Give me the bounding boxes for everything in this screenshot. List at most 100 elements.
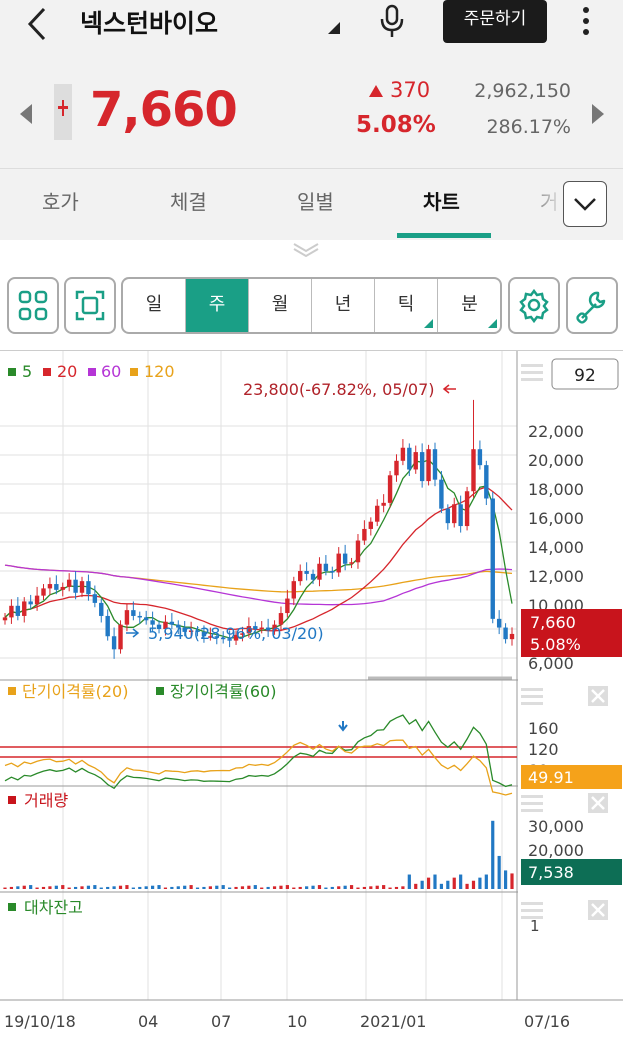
next-stock-arrow-icon[interactable] [592, 104, 604, 124]
period-tick[interactable]: 틱 [375, 279, 438, 332]
menu-lines-icon[interactable] [521, 688, 543, 705]
volume-bar [497, 855, 501, 889]
tab-fade [530, 180, 564, 230]
chart-area[interactable]: 5 20 60 120 92 22,000 20,000 18,000 16,0… [0, 350, 623, 1039]
candle-body [477, 449, 483, 466]
stock-name[interactable]: 넥스턴바이오 [80, 9, 219, 38]
ma120-legend-swatch [130, 368, 138, 376]
panel-grip[interactable] [0, 240, 623, 262]
volume-bar [183, 885, 187, 889]
ma5-legend: 5 [22, 362, 32, 381]
triangle-down-icon[interactable] [328, 22, 340, 34]
candle-body [118, 624, 123, 650]
volume-bar [356, 887, 360, 889]
close-icon[interactable] [588, 900, 608, 920]
candle-body [131, 610, 136, 616]
order-button[interactable]: 주문하기 [443, 0, 547, 43]
settings-button[interactable] [508, 277, 560, 334]
period-year[interactable]: 년 [312, 279, 375, 332]
tab-hoga[interactable]: 호가 [42, 190, 79, 214]
last-price-badge [521, 609, 622, 657]
candle-body [156, 624, 162, 629]
candle-body [400, 447, 406, 461]
tab-daily[interactable]: 일별 [297, 190, 334, 214]
close-icon[interactable] [588, 793, 608, 813]
candle-body [233, 634, 239, 641]
chevron-down-icon [574, 198, 596, 211]
x-axis-label: 19/10/18 [4, 1012, 76, 1031]
candle-body [259, 627, 264, 630]
candle-body [182, 627, 187, 632]
count-box[interactable] [551, 358, 619, 390]
close-icon[interactable] [588, 686, 608, 706]
volume-bar [99, 887, 103, 889]
candle-body [509, 633, 515, 640]
x-axis-label: 07/16 [524, 1012, 570, 1031]
candlestick-chart[interactable]: 5 20 60 120 92 22,000 20,000 18,000 16,0… [0, 351, 623, 1039]
candle-body [452, 504, 457, 524]
candle-body [79, 581, 85, 593]
volume-bar [189, 885, 193, 889]
volume-bar [337, 886, 341, 889]
tools-button[interactable] [566, 277, 618, 334]
candle-body [355, 540, 361, 563]
period-week[interactable]: 주 [186, 279, 249, 332]
candle-body [176, 624, 181, 628]
ma20-polyline [4, 486, 513, 632]
candle-body [458, 504, 463, 527]
vertical-dots-icon[interactable] [580, 6, 592, 36]
menu-lines-icon[interactable] [521, 364, 543, 381]
volume: 2,962,150 [474, 80, 571, 102]
osc2-title: 장기이격률(60) [170, 682, 276, 701]
fullscreen-button[interactable] [64, 277, 116, 334]
volume-bar [157, 885, 161, 889]
candle-body [201, 631, 207, 637]
lending-swatch [8, 903, 16, 911]
price-axis-label: 12,000 [528, 567, 584, 586]
volume-bar [279, 885, 283, 889]
gear-icon [519, 288, 549, 324]
prev-stock-arrow-icon[interactable] [20, 104, 32, 124]
menu-lines-icon[interactable] [521, 902, 543, 919]
tab-expand-button[interactable] [563, 181, 607, 227]
period-day[interactable]: 일 [123, 279, 186, 332]
price-axis-label: 18,000 [528, 480, 584, 499]
price-axis-label: 6,000 [528, 654, 574, 673]
submenu-corner-icon [424, 319, 433, 328]
candle-body [349, 562, 354, 564]
volume-bar [61, 885, 65, 889]
mini-candle-icon [54, 84, 72, 140]
ma120-legend: 120 [144, 362, 175, 381]
tab-trades[interactable]: 체결 [170, 190, 207, 214]
volume-bar [324, 887, 328, 889]
volume-bar [106, 886, 110, 889]
grid-button[interactable] [7, 277, 59, 334]
volume-bar [401, 886, 405, 889]
volume-value: 7,538 [528, 863, 574, 882]
volume-bar [260, 887, 264, 889]
volume-bar [272, 886, 277, 889]
last-pct: 5.08% [530, 635, 581, 654]
candle-body [221, 637, 226, 640]
osc2-swatch [156, 687, 164, 695]
candle-body [143, 617, 149, 621]
candle-body [34, 595, 40, 605]
period-month[interactable]: 월 [249, 279, 312, 332]
volume-bar [343, 885, 347, 889]
candle-body [22, 601, 27, 616]
menu-lines-icon[interactable] [521, 795, 543, 812]
double-chevron-down-icon[interactable] [291, 241, 321, 257]
period-minute[interactable]: 분 [438, 279, 500, 332]
microphone-icon[interactable] [378, 4, 406, 38]
chevron-left-icon[interactable] [22, 6, 52, 42]
volume-bar [247, 885, 251, 889]
candle-body [291, 581, 296, 599]
candle-body [484, 465, 489, 499]
volume-bar [349, 885, 354, 889]
volume-bar [311, 885, 315, 889]
tab-chart[interactable]: 차트 [423, 190, 460, 214]
volume-bar [285, 885, 289, 889]
volume-bar [266, 886, 270, 889]
volume-bar [292, 887, 296, 889]
volume-bar [388, 887, 392, 889]
